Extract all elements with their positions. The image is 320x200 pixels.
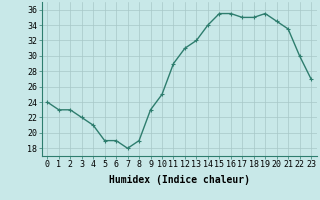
X-axis label: Humidex (Indice chaleur): Humidex (Indice chaleur) [109,175,250,185]
